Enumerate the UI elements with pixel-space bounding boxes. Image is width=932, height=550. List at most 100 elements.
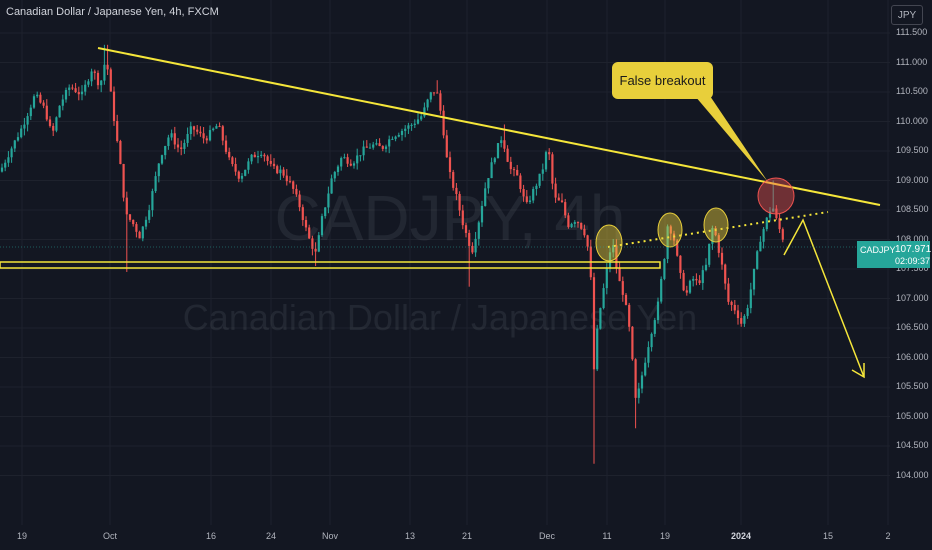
candle-body	[173, 133, 176, 145]
candle-body	[656, 301, 660, 321]
y-tick-label: 110.000	[896, 115, 928, 126]
descending-trendline[interactable]	[97, 47, 881, 206]
candle-body	[378, 143, 381, 147]
candle-body	[720, 252, 724, 265]
candle-body	[346, 157, 349, 164]
candle-body	[23, 124, 26, 129]
touch-circle-1	[595, 224, 623, 262]
candle-body	[564, 202, 567, 216]
candle-body	[365, 146, 368, 148]
candle-body	[224, 140, 228, 152]
candle-body	[583, 228, 586, 236]
candle-body	[77, 92, 80, 95]
candle-body	[93, 71, 96, 73]
candle-body	[637, 388, 640, 398]
candle-body	[567, 215, 570, 227]
candle-body	[612, 245, 615, 253]
candle-body	[116, 120, 119, 142]
candle-body	[740, 318, 743, 324]
candle-body	[605, 268, 608, 289]
candle-body	[634, 359, 637, 398]
candle-body	[106, 64, 109, 70]
candle-body	[292, 181, 295, 189]
candle-body	[570, 223, 573, 227]
callout-pointer	[695, 96, 768, 182]
candle-body	[176, 144, 180, 148]
candle-body	[196, 129, 199, 132]
candle-body	[660, 278, 663, 302]
candle-body	[496, 143, 500, 159]
candle-body	[692, 278, 695, 281]
y-tick-label: 106.000	[896, 351, 929, 362]
candle-body	[781, 229, 784, 240]
candle-body	[135, 224, 138, 232]
last-price-label: CADJPY 107.971 02:09:37	[857, 241, 931, 268]
candle-body	[317, 235, 320, 252]
false-breakout-callout[interactable]: False breakout	[612, 62, 713, 99]
candle-body	[682, 272, 685, 291]
candle-body	[592, 277, 596, 370]
candle-body	[730, 301, 733, 305]
neckline-dotted[interactable]	[607, 211, 829, 248]
candle-body	[516, 169, 519, 176]
candle-body	[340, 158, 343, 167]
candle-body	[372, 144, 375, 148]
candle-body	[708, 243, 711, 265]
candle-body	[704, 264, 708, 271]
y-tick-label: 111.500	[896, 27, 928, 37]
y-tick-label: 104.000	[896, 469, 929, 480]
candle-body	[756, 251, 759, 269]
candle-body	[663, 258, 666, 279]
candle-body	[455, 187, 458, 194]
candle-body	[164, 146, 167, 156]
candle-body	[138, 231, 141, 239]
y-tick-label: 105.000	[896, 410, 929, 421]
chart-title: Canadian Dollar / Japanese Yen, 4h, FXCM	[6, 6, 219, 18]
candle-body	[432, 92, 436, 94]
candle-body	[676, 240, 679, 256]
candle-body	[285, 175, 288, 182]
candle-body	[650, 333, 653, 348]
candle-body	[624, 294, 628, 305]
candle-body	[717, 235, 720, 253]
candle-body	[724, 264, 727, 284]
candle-body	[519, 175, 522, 190]
candle-body	[221, 126, 224, 141]
candle-body	[647, 347, 650, 363]
candle-body	[266, 156, 269, 161]
candle-body	[301, 207, 304, 221]
candle-body	[586, 235, 589, 247]
candle-body	[132, 219, 135, 225]
candle-body	[208, 130, 212, 141]
candle-body	[679, 255, 682, 273]
candle-body	[96, 72, 100, 86]
candle-body	[759, 241, 762, 252]
candle-body	[103, 64, 106, 81]
currency-button[interactable]: JPY	[891, 5, 923, 25]
candle-body	[74, 88, 77, 93]
y-tick-label: 111.000	[896, 56, 928, 67]
candle-body	[48, 119, 52, 126]
candle-body	[765, 217, 768, 230]
candle-body	[397, 134, 400, 137]
candle-body	[404, 128, 407, 131]
candle-body	[557, 197, 560, 201]
x-tick-label: 21	[461, 531, 473, 541]
candle-body	[356, 155, 359, 164]
drawings[interactable]	[0, 47, 890, 379]
candle-body	[240, 175, 244, 179]
candle-body	[410, 124, 413, 126]
candle-body	[26, 116, 29, 125]
support-zone[interactable]	[0, 261, 661, 269]
candle-body	[352, 163, 356, 166]
y-tick-label: 107.500	[896, 263, 929, 273]
candle-body	[484, 188, 487, 206]
candle-body	[666, 226, 669, 259]
candle-body	[202, 133, 205, 139]
candle-body	[532, 189, 535, 201]
candle-body	[490, 162, 493, 179]
touch-circle-2	[657, 212, 683, 248]
x-tick-label: 16	[205, 531, 217, 541]
price-label-symbol: CADJPY	[860, 245, 896, 255]
